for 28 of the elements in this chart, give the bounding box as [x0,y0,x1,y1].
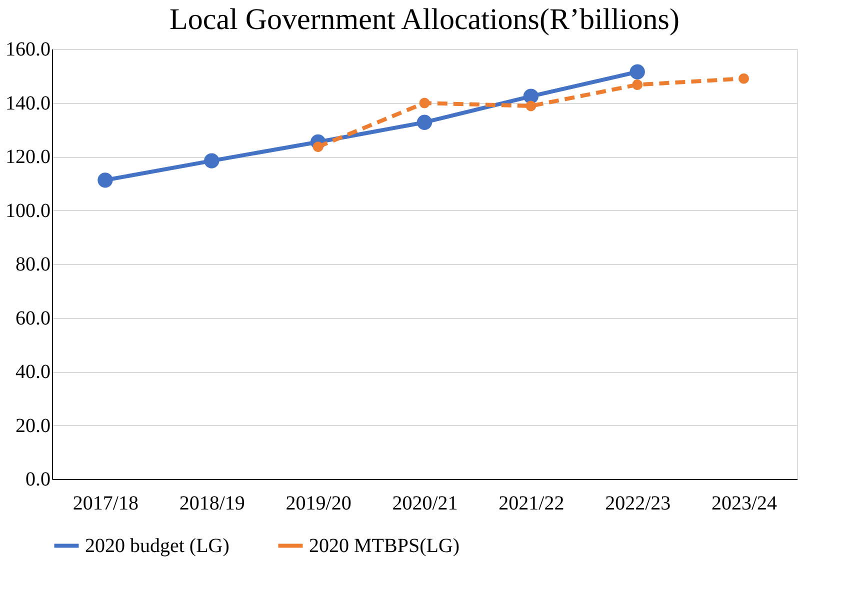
x-tick-label: 2022/23 [605,492,671,514]
x-tick-label: 2017/18 [72,492,138,514]
y-tick-label: 160.0 [6,38,50,60]
point [98,172,113,188]
legend-label: 2020 MTBPS(LG) [309,534,460,557]
x-tick-label: 2019/20 [286,492,352,514]
x-tick-label: 2018/19 [179,492,245,514]
point [738,73,750,84]
chart-title: Local Government Allocations(R’billions) [170,3,680,36]
y-tick-label: 120.0 [6,146,50,168]
y-tick-label: 20.0 [16,414,50,437]
x-tick-label: 2021/22 [498,492,564,514]
x-tick-label: 2023/24 [712,492,778,514]
point [204,153,220,168]
legend-label: 2020 budget (LG) [85,534,230,557]
x-tick-label: 2020/21 [392,492,458,514]
point [312,142,324,152]
point [526,100,536,112]
y-tick-label: 80.0 [16,254,50,276]
point [632,80,643,90]
y-tick-label: 0.0 [26,468,50,490]
point [419,98,430,108]
y-tick-label: 100.0 [6,200,50,222]
y-tick-label: 140.0 [6,92,50,114]
point [416,114,432,130]
point [630,64,645,80]
y-tick-label: 40.0 [16,361,50,383]
y-tick-label: 60.0 [16,307,50,330]
